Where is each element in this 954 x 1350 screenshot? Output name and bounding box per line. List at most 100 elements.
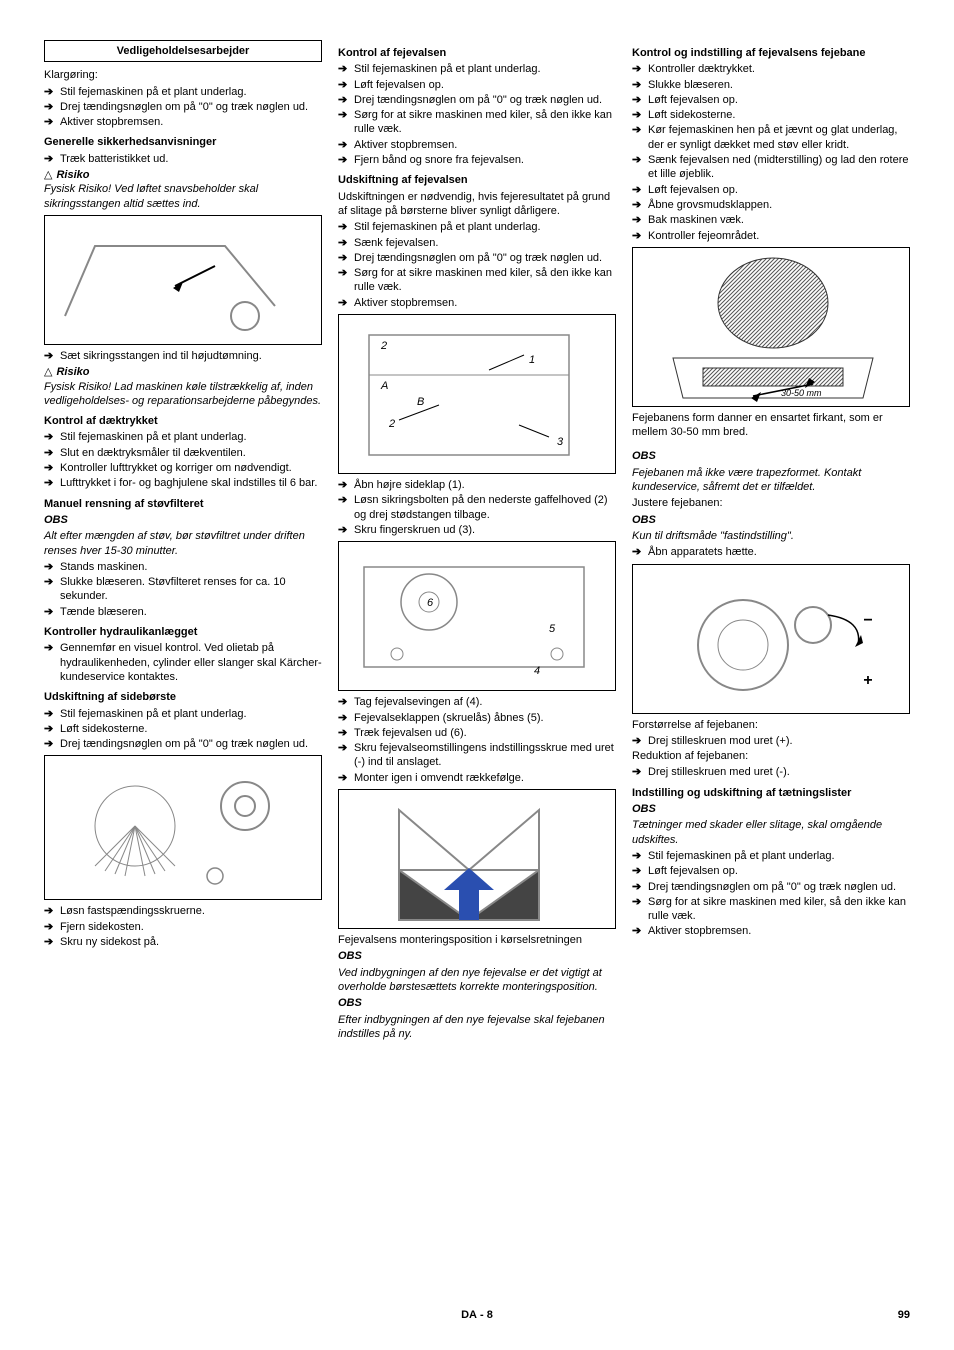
list-item: Fjern bånd og snore fra fejevalsen.	[338, 153, 616, 167]
side-flap-svg: 2 1 A B 2 3	[339, 315, 615, 473]
sweep-pattern-svg: 30-50 mm	[633, 248, 909, 406]
list-item: Fjern sidekosten.	[44, 920, 322, 934]
list-item: Drej tændingsnøglen om på "0" og træk nø…	[44, 737, 322, 751]
path-head: Kontrol og indstilling af fejevalsens fe…	[632, 46, 910, 60]
list-item: Sørg for at sikre maskinen med kiler, så…	[338, 108, 616, 137]
risk-warning: △Risiko	[44, 365, 322, 379]
list-item: Drej tændingsnøglen om på "0" og træk nø…	[632, 880, 910, 894]
tire-head: Kontrol af dæktrykket	[44, 414, 322, 428]
list-item: Slukke blæseren.	[632, 78, 910, 92]
risk-text: Fysisk Risiko! Lad maskinen køle tilstræ…	[44, 380, 322, 409]
replace-text: Udskiftningen er nødvendig, hvis fejeres…	[338, 190, 616, 219]
roller-head: Kontrol af fejevalsen	[338, 46, 616, 60]
svg-text:2: 2	[388, 418, 395, 430]
list-item: Sæt sikringsstangen ind til højudtømning…	[44, 349, 322, 363]
list-item: Løft sidekosterne.	[632, 108, 910, 122]
page-number: 99	[898, 1308, 910, 1322]
list-item: Åbn højre sideklap (1).	[338, 478, 616, 492]
hyd-head: Kontroller hydraulikanlægget	[44, 625, 322, 639]
adjust-label: Justere fejebanen:	[632, 496, 910, 510]
list-item: Stil fejemaskinen på et plant underlag.	[44, 707, 322, 721]
svg-text:6: 6	[427, 597, 434, 609]
list-item: Kør fejemaskinen hen på et jævnt og glat…	[632, 123, 910, 152]
after-fig-list: Sæt sikringsstangen ind til højudtømning…	[44, 349, 322, 363]
list-item: Træk fejevalsen ud (6).	[338, 726, 616, 740]
svg-text:−: −	[863, 612, 872, 629]
list-item: Stil fejemaskinen på et plant underlag.	[338, 220, 616, 234]
obs-label: OBS	[632, 513, 910, 527]
list-item: Løsn sikringsbolten på den nederste gaff…	[338, 493, 616, 522]
figure-adjust-screw: − +	[632, 564, 910, 714]
figure-safety-bar	[44, 215, 322, 345]
dust-head: Manuel rensning af støvfilteret	[44, 497, 322, 511]
list-item: Drej stilleskruen mod uret (+).	[632, 734, 910, 748]
seal-list: Stil fejemaskinen på et plant underlag. …	[632, 849, 910, 939]
side-head: Udskiftning af sidebørste	[44, 690, 322, 704]
list-item: Aktiver stopbremsen.	[338, 296, 616, 310]
list-item: Stil fejemaskinen på et plant underlag.	[338, 62, 616, 76]
list-item: Aktiver stopbremsen.	[44, 115, 322, 129]
svg-text:1: 1	[529, 354, 535, 366]
obs-label: OBS	[338, 996, 616, 1010]
replace-list-1: Stil fejemaskinen på et plant underlag. …	[338, 220, 616, 310]
svg-text:B: B	[417, 396, 424, 408]
dust-note: Alt efter mængden af støv, bør støvfiltr…	[44, 529, 322, 558]
obs-label: OBS	[338, 949, 616, 963]
figure-side-broom	[44, 755, 322, 900]
gen-safety-head: Generelle sikkerhedsanvisninger	[44, 135, 322, 149]
list-item: Løft fejevalsen op.	[338, 78, 616, 92]
list-item: Drej tændingsnøglen om på "0" og træk nø…	[338, 93, 616, 107]
path-list: Kontroller dæktrykket. Slukke blæseren. …	[632, 62, 910, 243]
adjust-list: Åbn apparatets hætte.	[632, 545, 910, 559]
list-item: Stands maskinen.	[44, 560, 322, 574]
list-item: Kontroller lufttrykket og korriger om nø…	[44, 461, 322, 475]
tire-list: Stil fejemaskinen på et plant underlag. …	[44, 430, 322, 490]
adjust-screw-svg: − +	[633, 565, 909, 713]
list-item: Sørg for at sikre maskinen med kiler, så…	[338, 266, 616, 295]
list-item: Løsn fastspændingsskruerne.	[44, 904, 322, 918]
list-item: Gennemfør en visuel kontrol. Ved olietab…	[44, 641, 322, 684]
risk-label: Risiko	[56, 168, 89, 182]
mount-caption: Fejevalsens monteringsposition i kørsels…	[338, 933, 616, 947]
section-title: Vedligeholdelsesarbejder	[44, 40, 322, 62]
obs-text: Efter indbygningen af den nye fejevalse …	[338, 1013, 616, 1042]
figure-roller-removal: 6 5 4	[338, 541, 616, 691]
gen-safety-list: Træk batteristikket ud.	[44, 152, 322, 166]
svg-text:2: 2	[380, 340, 387, 352]
list-item: Monter igen i omvendt rækkefølge.	[338, 771, 616, 785]
replace-list-3: Tag fejevalsevingen af (4). Fejevalsekla…	[338, 695, 616, 785]
footer-local-page: 8	[487, 1308, 493, 1322]
list-item: Drej tændingsnøglen om på "0" og træk nø…	[338, 251, 616, 265]
list-item: Løft fejevalsen op.	[632, 183, 910, 197]
list-item: Åbn apparatets hætte.	[632, 545, 910, 559]
svg-text:A: A	[380, 380, 388, 392]
mount-position-svg	[339, 790, 615, 928]
replace-head: Udskiftning af fejevalsen	[338, 173, 616, 187]
list-item: Løft fejevalsen op.	[632, 93, 910, 107]
list-item: Slut en dæktryksmåler til dækventilen.	[44, 446, 322, 460]
fig-caption: Fejebanens form danner en ensartet firka…	[632, 411, 910, 440]
list-item: Skru ny sidekost på.	[44, 935, 322, 949]
reduce-label: Reduktion af fejebanen:	[632, 749, 910, 763]
list-item: Stil fejemaskinen på et plant underlag.	[44, 85, 322, 99]
list-item: Kontroller dæktrykket.	[632, 62, 910, 76]
enlarge-label: Forstørrelse af fejebanen:	[632, 718, 910, 732]
warning-triangle-icon: △	[44, 168, 52, 182]
list-item: Lufttrykket i for- og baghjulene skal in…	[44, 476, 322, 490]
obs-label: OBS	[44, 513, 322, 527]
roller-list: Stil fejemaskinen på et plant underlag. …	[338, 62, 616, 167]
obs-text: Fejebanen må ikke være trapezformet. Kon…	[632, 466, 910, 495]
figure-side-flap: 2 1 A B 2 3	[338, 314, 616, 474]
list-item: Tænde blæseren.	[44, 605, 322, 619]
page-footer: DA - 8	[0, 1308, 954, 1322]
list-item: Tag fejevalsevingen af (4).	[338, 695, 616, 709]
side-broom-svg	[45, 756, 321, 899]
list-item: Løft sidekosterne.	[44, 722, 322, 736]
list-item: Træk batteristikket ud.	[44, 152, 322, 166]
figure-mount-position	[338, 789, 616, 929]
list-item: Fejevalseklappen (skruelås) åbnes (5).	[338, 711, 616, 725]
side-list-1: Stil fejemaskinen på et plant underlag. …	[44, 707, 322, 752]
list-item: Stil fejemaskinen på et plant underlag.	[632, 849, 910, 863]
obs-text: Kun til driftsmåde "fastindstilling".	[632, 529, 910, 543]
footer-lang: DA	[461, 1308, 477, 1322]
